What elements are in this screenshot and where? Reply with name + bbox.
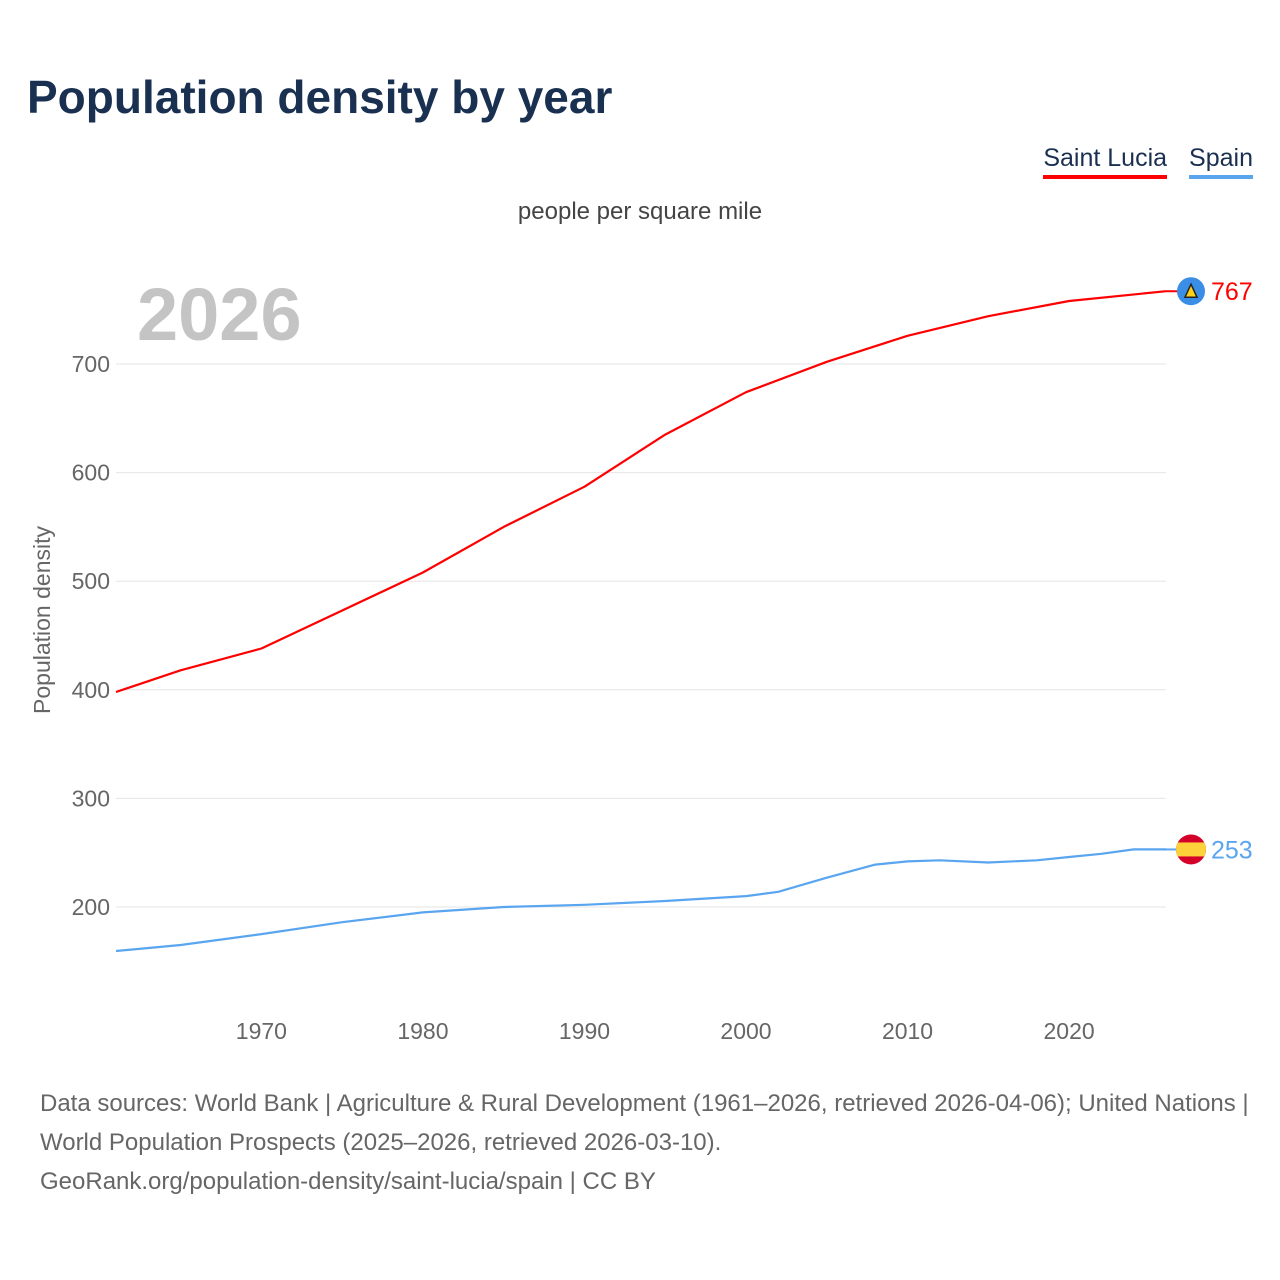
legend: Saint Lucia Spain bbox=[1043, 144, 1253, 179]
year-watermark: 2026 bbox=[137, 273, 302, 356]
legend-item-spain[interactable]: Spain bbox=[1189, 144, 1253, 179]
legend-item-saint-lucia[interactable]: Saint Lucia bbox=[1043, 144, 1168, 179]
chart-title: Population density by year bbox=[27, 71, 613, 123]
series-line-spain bbox=[115, 848, 1166, 953]
flag-yellow bbox=[1176, 842, 1206, 857]
spain-flag-icon bbox=[1176, 834, 1206, 865]
y-tick-label: 700 bbox=[72, 351, 110, 377]
end-value-label: 253 bbox=[1211, 836, 1253, 864]
y-tick-label: 500 bbox=[72, 568, 110, 594]
end-value-label: 767 bbox=[1211, 278, 1253, 306]
x-tick-label: 2020 bbox=[1043, 1018, 1094, 1044]
x-tick-label: 1990 bbox=[559, 1018, 610, 1044]
x-tick-label: 1970 bbox=[236, 1018, 287, 1044]
chart-subtitle: people per square mile bbox=[517, 198, 763, 225]
saint-lucia-flag-icon bbox=[1177, 277, 1205, 306]
y-tick-label: 600 bbox=[72, 460, 110, 486]
y-tick-label: 400 bbox=[72, 677, 110, 703]
y-tick-label: 300 bbox=[72, 785, 110, 811]
x-tick-label: 2010 bbox=[882, 1018, 933, 1044]
source-text: Data sources: World Bank | Agriculture &… bbox=[40, 1090, 1249, 1156]
x-tick-label: 2000 bbox=[720, 1018, 771, 1044]
data-source-note: Data sources: World Bank | Agriculture &… bbox=[40, 1084, 1250, 1201]
x-tick-label: 1980 bbox=[397, 1018, 448, 1044]
series-line-saint-lucia bbox=[115, 290, 1167, 694]
y-axis-label: Population density bbox=[29, 526, 55, 714]
source-link[interactable]: GeoRank.org/population-density/saint-luc… bbox=[40, 1168, 656, 1195]
flag-triangle bbox=[1183, 282, 1199, 298]
y-tick-label: 200 bbox=[72, 894, 110, 920]
